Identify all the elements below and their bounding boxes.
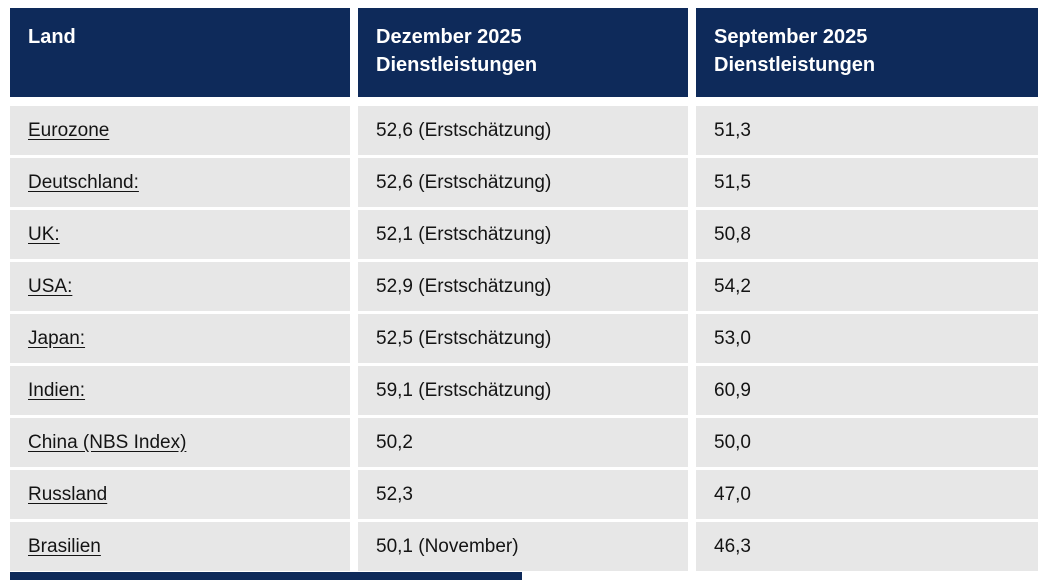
table-row: Japan: 52,5 (Erstschätzung) 53,0	[10, 314, 1038, 363]
country-cell: Indien:	[10, 366, 350, 415]
country-cell: Brasilien	[10, 522, 350, 571]
september-value-cell: 51,5	[696, 158, 1038, 207]
partial-next-table-header	[10, 572, 522, 580]
dezember-value-cell: 52,6 (Erstschätzung)	[358, 106, 688, 155]
september-value-cell: 60,9	[696, 366, 1038, 415]
country-cell: Deutschland:	[10, 158, 350, 207]
table-row: China (NBS Index) 50,2 50,0	[10, 418, 1038, 467]
september-value-cell: 50,0	[696, 418, 1038, 467]
header-label-land: Land	[28, 26, 76, 48]
country-cell: USA:	[10, 262, 350, 311]
dezember-value-cell: 50,2	[358, 418, 688, 467]
table-row: Russland 52,3 47,0	[10, 470, 1038, 519]
table-row: Brasilien 50,1 (November) 46,3	[10, 522, 1038, 571]
dezember-value-cell: 50,1 (November)	[358, 522, 688, 571]
country-cell: Russland	[10, 470, 350, 519]
september-value-cell: 47,0	[696, 470, 1038, 519]
table-row: USA: 52,9 (Erstschätzung) 54,2	[10, 262, 1038, 311]
september-value-cell: 51,3	[696, 106, 1038, 155]
header-label-dezember: Dezember 2025 Dienstleistungen	[376, 26, 538, 76]
country-cell: UK:	[10, 210, 350, 259]
dezember-value-cell: 52,3	[358, 470, 688, 519]
header-cell-dezember: Dezember 2025 Dienstleistungen	[358, 8, 688, 97]
country-link[interactable]: China (NBS Index)	[28, 431, 187, 453]
dezember-value-cell: 52,5 (Erstschätzung)	[358, 314, 688, 363]
table-row: Indien: 59,1 (Erstschätzung) 60,9	[10, 366, 1038, 415]
country-link[interactable]: USA:	[28, 275, 73, 297]
pmi-services-table: Land Dezember 2025 Dienstleistungen Sept…	[10, 8, 1038, 571]
dezember-value-cell: 52,1 (Erstschätzung)	[358, 210, 688, 259]
table-body: Eurozone 52,6 (Erstschätzung) 51,3 Deuts…	[10, 106, 1038, 571]
header-label-september: September 2025 Dienstleistungen	[714, 26, 876, 76]
country-cell: Japan:	[10, 314, 350, 363]
country-link[interactable]: Japan:	[28, 327, 86, 349]
september-value-cell: 54,2	[696, 262, 1038, 311]
country-cell: China (NBS Index)	[10, 418, 350, 467]
country-link[interactable]: UK:	[28, 223, 60, 245]
september-value-cell: 50,8	[696, 210, 1038, 259]
dezember-value-cell: 59,1 (Erstschätzung)	[358, 366, 688, 415]
country-link[interactable]: Russland	[28, 483, 108, 505]
header-cell-land: Land	[10, 8, 350, 97]
september-value-cell: 53,0	[696, 314, 1038, 363]
dezember-value-cell: 52,6 (Erstschätzung)	[358, 158, 688, 207]
september-value-cell: 46,3	[696, 522, 1038, 571]
table-row: Eurozone 52,6 (Erstschätzung) 51,3	[10, 106, 1038, 155]
table-header-row: Land Dezember 2025 Dienstleistungen Sept…	[10, 8, 1038, 97]
country-link[interactable]: Deutschland:	[28, 171, 139, 193]
header-cell-september: September 2025 Dienstleistungen	[696, 8, 1038, 97]
country-cell: Eurozone	[10, 106, 350, 155]
country-link[interactable]: Eurozone	[28, 119, 110, 141]
dezember-value-cell: 52,9 (Erstschätzung)	[358, 262, 688, 311]
country-link[interactable]: Brasilien	[28, 535, 101, 557]
table-row: Deutschland: 52,6 (Erstschätzung) 51,5	[10, 158, 1038, 207]
country-link[interactable]: Indien:	[28, 379, 86, 401]
table-row: UK: 52,1 (Erstschätzung) 50,8	[10, 210, 1038, 259]
